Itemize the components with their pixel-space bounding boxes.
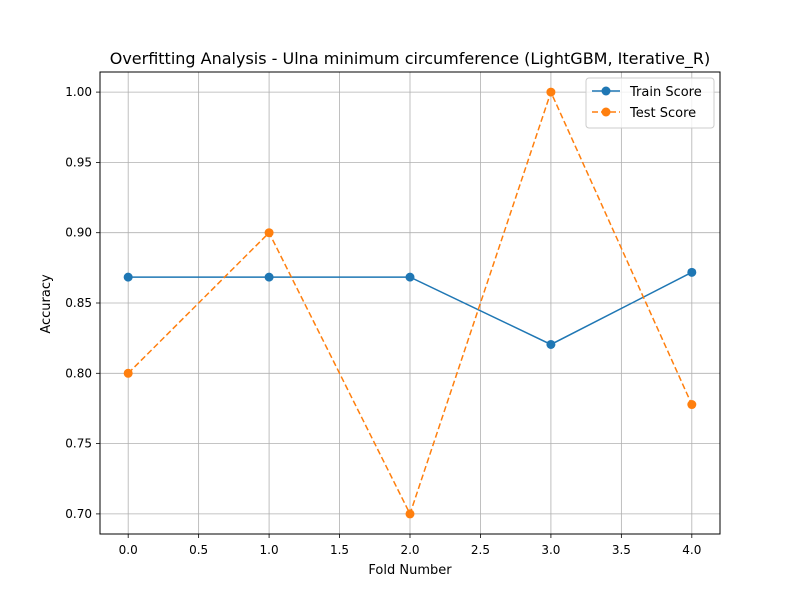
y-tick-label: 1.00: [65, 85, 92, 99]
x-tick-label: 1.0: [260, 543, 279, 557]
train-score-point: [687, 267, 697, 277]
train-score-point: [264, 272, 274, 282]
chart-title: Overfitting Analysis - Ulna minimum circ…: [110, 49, 711, 69]
x-tick-label: 1.5: [330, 543, 349, 557]
test-score-series: [123, 87, 697, 519]
y-tick-label: 0.75: [65, 437, 92, 451]
train-score-point: [123, 272, 133, 282]
x-tick-label: 3.5: [612, 543, 631, 557]
train-score-point: [405, 272, 415, 282]
legend-test-label: Test Score: [629, 106, 696, 121]
y-tick-label: 0.70: [65, 507, 92, 521]
x-tick-label: 2.0: [400, 543, 419, 557]
test-score-point: [264, 228, 274, 238]
y-tick-label: 0.80: [65, 366, 92, 380]
test-score-point: [546, 87, 556, 97]
x-tick-label: 2.5: [471, 543, 490, 557]
x-tick-label: 4.0: [682, 543, 701, 557]
y-tick-label: 0.85: [65, 296, 92, 310]
x-axis-label: Fold Number: [368, 563, 452, 578]
y-axis-label: Accuracy: [39, 274, 54, 334]
y-tick-label: 0.90: [65, 226, 92, 240]
legend-test-marker: [601, 107, 611, 117]
x-tick-label: 3.0: [541, 543, 560, 557]
train-score-series: [123, 267, 697, 349]
x-tick-label: 0.0: [119, 543, 138, 557]
test-score-point: [405, 509, 415, 519]
legend-train-marker: [601, 86, 611, 96]
x-tick-label: 0.5: [189, 543, 208, 557]
train-score-point: [546, 339, 556, 349]
legend: Train Score Test Score: [585, 77, 715, 129]
test-score-point: [123, 368, 133, 378]
y-tick-label: 0.95: [65, 155, 92, 169]
legend-train-label: Train Score: [629, 85, 702, 100]
test-score-point: [687, 400, 697, 410]
series-group: [123, 87, 697, 519]
axis-ticks: 0.0 0.5 1.0 1.5 2.0 2.5 3.0 3.5 4.0 0.70 0.75 0.80 0…: [65, 85, 701, 557]
